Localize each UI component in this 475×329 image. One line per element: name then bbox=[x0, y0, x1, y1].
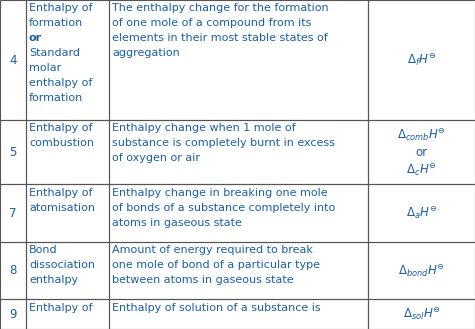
Text: or: or bbox=[416, 146, 428, 159]
Text: Enthalpy of: Enthalpy of bbox=[29, 3, 93, 13]
Text: or: or bbox=[29, 33, 42, 43]
Text: $\Delta_{a}H^{\ominus}$: $\Delta_{a}H^{\ominus}$ bbox=[406, 205, 437, 221]
Bar bbox=[26, 120, 109, 184]
Text: $\Delta_{sol}H^{\ominus}$: $\Delta_{sol}H^{\ominus}$ bbox=[403, 306, 440, 322]
Text: elements in their most stable states of: elements in their most stable states of bbox=[112, 33, 328, 43]
Text: aggregation: aggregation bbox=[112, 48, 180, 58]
Text: 7: 7 bbox=[10, 207, 17, 219]
Text: Enthalpy of: Enthalpy of bbox=[29, 303, 93, 313]
Text: of one mole of a compound from its: of one mole of a compound from its bbox=[112, 18, 312, 28]
Text: The enthalpy change for the formation: The enthalpy change for the formation bbox=[112, 3, 329, 13]
Text: formation: formation bbox=[29, 18, 83, 28]
Bar bbox=[0, 184, 26, 242]
Text: 8: 8 bbox=[10, 264, 17, 277]
Text: Enthalpy change in breaking one mole: Enthalpy change in breaking one mole bbox=[112, 188, 328, 197]
Text: 5: 5 bbox=[10, 146, 17, 159]
Text: molar: molar bbox=[29, 63, 61, 73]
Text: Amount of energy required to break: Amount of energy required to break bbox=[112, 245, 313, 255]
Bar bbox=[0, 0, 26, 120]
Bar bbox=[368, 299, 475, 329]
Bar bbox=[109, 299, 368, 329]
Text: Standard: Standard bbox=[29, 48, 80, 58]
Bar bbox=[368, 0, 475, 120]
Text: enthalpy: enthalpy bbox=[29, 275, 78, 285]
Text: Enthalpy of: Enthalpy of bbox=[29, 123, 93, 133]
Bar bbox=[368, 184, 475, 242]
Bar bbox=[109, 0, 368, 120]
Text: $\Delta_{bond}H^{\ominus}$: $\Delta_{bond}H^{\ominus}$ bbox=[398, 262, 445, 279]
Bar bbox=[0, 120, 26, 184]
Bar bbox=[26, 242, 109, 299]
Text: atomisation: atomisation bbox=[29, 203, 95, 213]
Text: 9: 9 bbox=[10, 308, 17, 321]
Text: enthalpy of: enthalpy of bbox=[29, 78, 92, 88]
Text: $\Delta_{comb}H^{\ominus}$: $\Delta_{comb}H^{\ominus}$ bbox=[397, 126, 446, 143]
Text: between atoms in gaseous state: between atoms in gaseous state bbox=[112, 275, 294, 285]
Text: $\Delta_{c}H^{\ominus}$: $\Delta_{c}H^{\ominus}$ bbox=[406, 162, 437, 178]
Text: atoms in gaseous state: atoms in gaseous state bbox=[112, 217, 242, 228]
Text: 4: 4 bbox=[10, 54, 17, 66]
Text: Enthalpy of: Enthalpy of bbox=[29, 188, 93, 197]
Bar bbox=[26, 184, 109, 242]
Bar bbox=[109, 184, 368, 242]
Bar bbox=[0, 299, 26, 329]
Bar bbox=[368, 242, 475, 299]
Text: substance is completely burnt in excess: substance is completely burnt in excess bbox=[112, 139, 335, 148]
Text: formation: formation bbox=[29, 93, 83, 103]
Text: of oxygen or air: of oxygen or air bbox=[112, 153, 200, 164]
Text: $\Delta_{f}H^{\ominus}$: $\Delta_{f}H^{\ominus}$ bbox=[407, 52, 436, 68]
Bar bbox=[26, 299, 109, 329]
Text: Enthalpy change when 1 mole of: Enthalpy change when 1 mole of bbox=[112, 123, 296, 133]
Text: Bond: Bond bbox=[29, 245, 57, 255]
Bar bbox=[109, 242, 368, 299]
Text: dissociation: dissociation bbox=[29, 260, 95, 270]
Bar bbox=[0, 242, 26, 299]
Text: of bonds of a substance completely into: of bonds of a substance completely into bbox=[112, 203, 335, 213]
Text: combustion: combustion bbox=[29, 139, 94, 148]
Text: one mole of bond of a particular type: one mole of bond of a particular type bbox=[112, 260, 320, 270]
Bar bbox=[109, 120, 368, 184]
Bar bbox=[368, 120, 475, 184]
Bar bbox=[26, 0, 109, 120]
Text: Enthalpy of solution of a substance is: Enthalpy of solution of a substance is bbox=[112, 303, 321, 313]
